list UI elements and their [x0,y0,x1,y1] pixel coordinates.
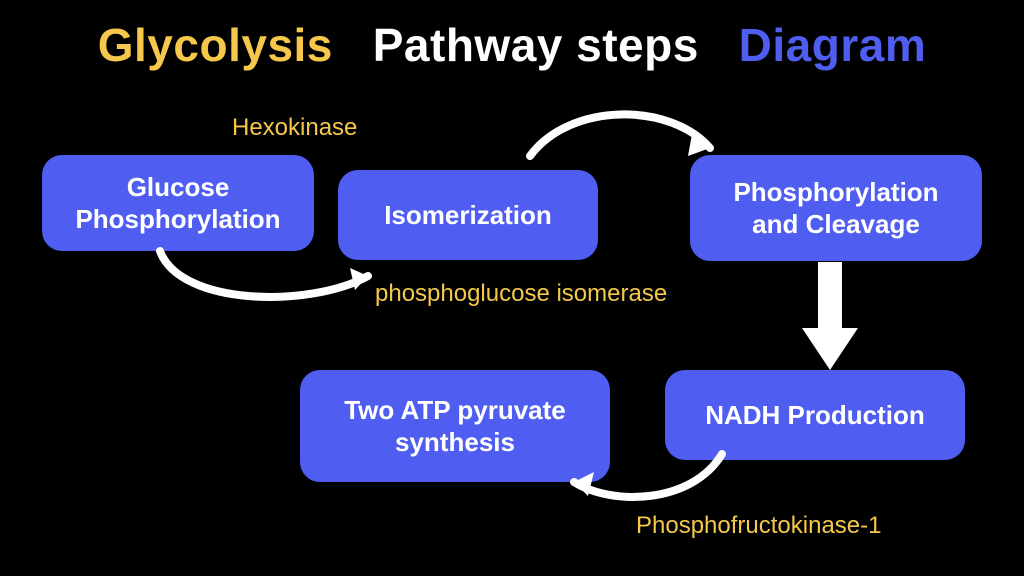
annotation-phosphofructokinase: Phosphofructokinase-1 [636,512,881,540]
node-phosphorylation-cleavage: Phosphorylationand Cleavage [690,155,982,261]
annotation-phosphoglucose-isomerase: phosphoglucose isomerase [375,280,667,308]
node-glucose-phosphorylation: GlucosePhosphorylation [42,155,314,251]
arrow-4-to-5 [562,446,732,516]
title-word-2: Pathway steps [373,18,699,72]
annotation-hexokinase: Hexokinase [232,114,357,142]
arrow-1-to-2 [150,246,380,316]
arrow-3-to-4 [798,262,862,372]
title-word-3: Diagram [739,18,927,72]
diagram-title: Glycolysis Pathway steps Diagram [0,18,1024,72]
arrow-2-to-3 [520,108,720,178]
title-word-1: Glycolysis [98,18,333,72]
